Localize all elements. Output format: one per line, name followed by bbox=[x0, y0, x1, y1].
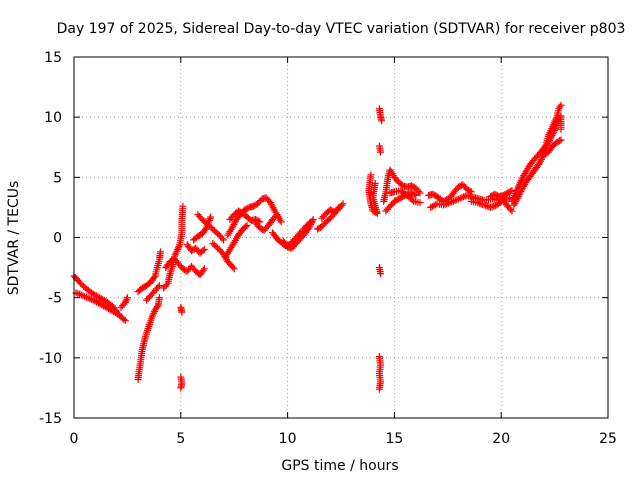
data-point-group bbox=[72, 289, 123, 318]
y-tick-label: -15 bbox=[39, 411, 62, 427]
data-point-group bbox=[183, 241, 208, 257]
data-point-group bbox=[467, 196, 516, 215]
y-axis-label: SDTVAR / TECUs bbox=[6, 181, 22, 296]
data-point-group bbox=[177, 303, 186, 316]
data-point-group bbox=[510, 136, 565, 209]
y-tick-labels: -15 -10 -5 0 5 10 15 bbox=[39, 50, 62, 427]
x-tick-label: 5 bbox=[176, 431, 185, 447]
x-tick-labels: 0 5 10 15 20 25 bbox=[70, 431, 617, 447]
y-tick-label: -10 bbox=[39, 351, 62, 367]
data-point-group bbox=[252, 211, 285, 234]
x-tick-label: 25 bbox=[599, 431, 617, 447]
data-point-group bbox=[318, 203, 343, 222]
y-tick-label: -5 bbox=[48, 291, 62, 307]
data-point-group bbox=[380, 166, 424, 205]
chart-title: Day 197 of 2025, Sidereal Day-to-day VTE… bbox=[57, 21, 626, 37]
data-point-group bbox=[194, 211, 227, 244]
x-axis-label: GPS time / hours bbox=[281, 458, 398, 474]
data-point-group bbox=[160, 202, 187, 292]
y-tick-label: 0 bbox=[53, 231, 62, 247]
y-tick-label: 10 bbox=[44, 110, 62, 126]
data-point-group bbox=[365, 171, 381, 217]
y-tick-label: 5 bbox=[53, 170, 62, 186]
y-tick-label: 15 bbox=[44, 50, 62, 66]
data-point-group bbox=[314, 200, 347, 233]
x-tick-label: 10 bbox=[279, 431, 297, 447]
data-point-group bbox=[375, 353, 384, 393]
data-point-group bbox=[226, 207, 264, 226]
data-point-group bbox=[386, 187, 424, 207]
data-point-group bbox=[508, 101, 565, 205]
data-point-group bbox=[375, 142, 384, 156]
data-point-group bbox=[425, 181, 475, 205]
data-point-group bbox=[375, 264, 384, 278]
data-point-group bbox=[162, 255, 208, 279]
x-tick-label: 0 bbox=[70, 431, 79, 447]
data-point-group bbox=[487, 187, 516, 201]
data-point-group bbox=[143, 282, 163, 304]
data-point-group bbox=[538, 112, 565, 157]
data-point-group bbox=[117, 294, 131, 311]
data-point-group bbox=[70, 272, 129, 324]
data-point-group bbox=[134, 248, 164, 296]
data-point-group bbox=[177, 373, 186, 392]
data-point-group bbox=[134, 294, 163, 383]
series-sdtvar-points bbox=[70, 101, 565, 393]
data-point-group bbox=[222, 222, 251, 261]
x-tick-label: 20 bbox=[492, 431, 510, 447]
data-point-group bbox=[375, 105, 386, 125]
axis-ticks bbox=[73, 56, 609, 419]
data-point-group bbox=[279, 216, 317, 252]
grid-lines bbox=[74, 57, 608, 418]
x-tick-label: 15 bbox=[385, 431, 403, 447]
